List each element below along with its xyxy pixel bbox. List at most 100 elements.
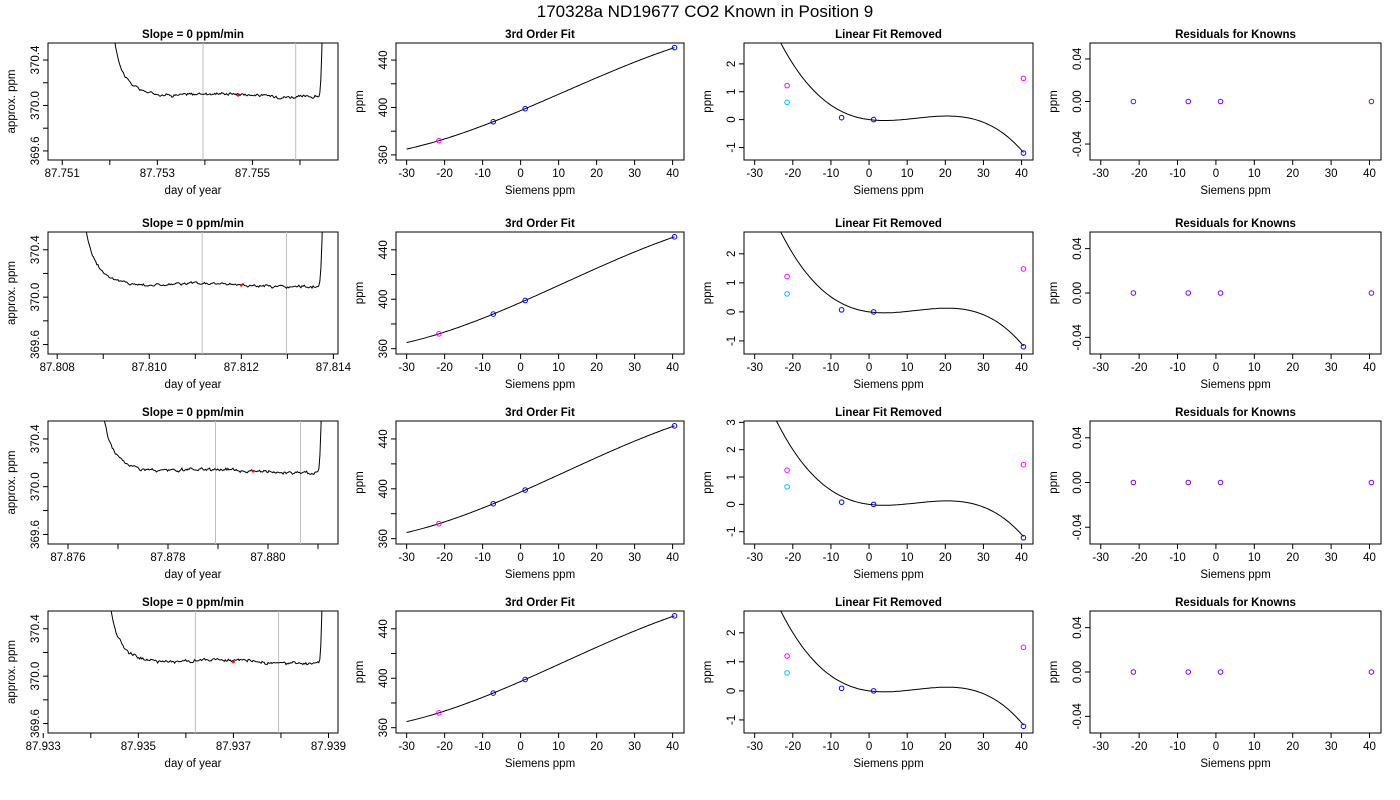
x-tick-label: -10 bbox=[1169, 168, 1186, 180]
residual-point bbox=[1185, 479, 1192, 486]
x-tick-label: 10 bbox=[552, 552, 565, 564]
residual-point bbox=[1185, 669, 1192, 675]
plot-frame bbox=[47, 231, 339, 355]
x-tick-label: 40 bbox=[1015, 168, 1028, 180]
panel-title: Slope = 0 ppm/min bbox=[142, 597, 244, 609]
plot-frame bbox=[47, 42, 339, 161]
x-tick-label: 30 bbox=[977, 168, 990, 180]
y-tick-label: 1 bbox=[726, 474, 738, 480]
data-point bbox=[436, 710, 442, 716]
fit-curve bbox=[780, 43, 1024, 153]
y-tick-label: 370.0 bbox=[30, 662, 42, 691]
x-tick-label: 10 bbox=[552, 362, 565, 374]
x-tick-label: 10 bbox=[901, 362, 914, 374]
x-tick-label: 87.814 bbox=[316, 362, 352, 374]
x-axis-label: Siemens ppm bbox=[505, 758, 575, 770]
data-point bbox=[784, 82, 790, 89]
data-layer bbox=[114, 43, 323, 160]
x-tick-label: 0 bbox=[517, 168, 523, 180]
x-tick-label: 40 bbox=[1015, 552, 1028, 564]
y-tick-label: 1 bbox=[726, 89, 738, 95]
x-tick-label: 40 bbox=[1363, 741, 1376, 753]
panel-title: 3rd Order Fit bbox=[505, 407, 575, 419]
residual-point bbox=[1185, 98, 1192, 105]
data-point bbox=[522, 676, 528, 683]
y-axis-label: approx. ppm bbox=[6, 451, 18, 515]
x-tick-label: 40 bbox=[1363, 168, 1376, 180]
panel-title: Slope = 0 ppm/min bbox=[142, 218, 244, 230]
residual-point bbox=[1217, 479, 1224, 486]
x-tick-label: 87.939 bbox=[311, 741, 346, 753]
x-tick-label: -10 bbox=[1169, 362, 1186, 374]
residual-point bbox=[1130, 290, 1137, 296]
x-tick-label: -30 bbox=[398, 552, 415, 564]
y-tick-label: 400 bbox=[378, 98, 390, 117]
x-axis-label: Siemens ppm bbox=[505, 569, 575, 581]
data-point bbox=[490, 118, 497, 125]
y-tick-label: 360 bbox=[378, 718, 390, 737]
residual-point bbox=[1368, 98, 1375, 105]
x-tick-label: 87.876 bbox=[50, 552, 85, 564]
measurement-trace bbox=[114, 43, 323, 100]
x-tick-label: -30 bbox=[746, 362, 763, 374]
x-tick-label: 40 bbox=[666, 741, 679, 753]
panel-title: Slope = 0 ppm/min bbox=[142, 29, 244, 41]
y-tick-label: -0.04 bbox=[1072, 324, 1084, 351]
data-point bbox=[1020, 644, 1027, 651]
y-tick-label: 440 bbox=[378, 619, 390, 638]
y-axis-label: ppm bbox=[702, 471, 714, 493]
residual-point bbox=[1368, 669, 1375, 675]
data-point bbox=[522, 105, 528, 112]
y-tick-label: 400 bbox=[378, 290, 390, 309]
x-tick-label: -20 bbox=[1131, 552, 1148, 564]
x-tick-label: -20 bbox=[784, 168, 801, 180]
x-tick-label: 30 bbox=[977, 362, 990, 374]
y-axis-label: ppm bbox=[1048, 661, 1060, 683]
data-point bbox=[671, 423, 678, 429]
x-tick-label: 87.810 bbox=[132, 362, 167, 374]
data-point bbox=[1020, 343, 1027, 350]
x-tick-label: 10 bbox=[901, 741, 914, 753]
x-tick-label: 10 bbox=[552, 168, 565, 180]
data-point bbox=[870, 309, 877, 315]
data-point bbox=[870, 116, 877, 123]
y-tick-label: 369.6 bbox=[30, 330, 42, 359]
x-tick-label: 87.812 bbox=[224, 362, 259, 374]
y-axis-label: ppm bbox=[1048, 282, 1060, 304]
y-tick-label: 0.04 bbox=[1072, 426, 1084, 449]
residual-point bbox=[1368, 290, 1375, 296]
y-tick-label: 1 bbox=[726, 659, 738, 665]
panel-residuals-row3: Residuals for Knowns -30 -20 -10 0 10 20 30 40 -0… bbox=[1048, 407, 1382, 581]
fit-curve bbox=[780, 232, 1024, 347]
data-point bbox=[784, 653, 790, 659]
fit-curve bbox=[406, 425, 675, 533]
data-point bbox=[784, 484, 790, 490]
data-layer bbox=[406, 613, 678, 723]
x-tick-label: 40 bbox=[1363, 552, 1376, 564]
y-tick-label: -1 bbox=[726, 336, 738, 346]
x-tick-label: 40 bbox=[666, 168, 679, 180]
x-tick-label: 0 bbox=[866, 741, 872, 753]
data-point bbox=[436, 331, 442, 337]
mean-marker bbox=[236, 93, 240, 97]
y-axis-label: ppm bbox=[354, 282, 366, 304]
x-tick-label: -10 bbox=[474, 362, 491, 374]
data-point bbox=[522, 297, 528, 304]
x-tick-label: 30 bbox=[1325, 362, 1338, 374]
x-axis-label: day of year bbox=[165, 185, 222, 197]
y-tick-label: 0.00 bbox=[1072, 282, 1084, 304]
y-tick-label: 370.4 bbox=[30, 424, 42, 453]
data-layer bbox=[1130, 98, 1375, 105]
x-tick-label: -20 bbox=[436, 741, 453, 753]
x-tick-label: 0 bbox=[866, 168, 872, 180]
panel-title: 3rd Order Fit bbox=[505, 29, 575, 41]
x-tick-label: 87.753 bbox=[140, 168, 175, 180]
y-tick-label: 440 bbox=[378, 429, 390, 448]
mean-marker bbox=[232, 660, 235, 664]
panel-residuals-row1: Residuals for Knowns -30 -20 -10 0 10 20 30 40 -0… bbox=[1048, 29, 1382, 197]
x-tick-label: -10 bbox=[1169, 552, 1186, 564]
panel-title: Linear Fit Removed bbox=[835, 29, 942, 41]
data-point bbox=[784, 99, 790, 106]
x-axis-label: Siemens ppm bbox=[853, 569, 923, 581]
y-axis-label: ppm bbox=[1048, 90, 1060, 112]
